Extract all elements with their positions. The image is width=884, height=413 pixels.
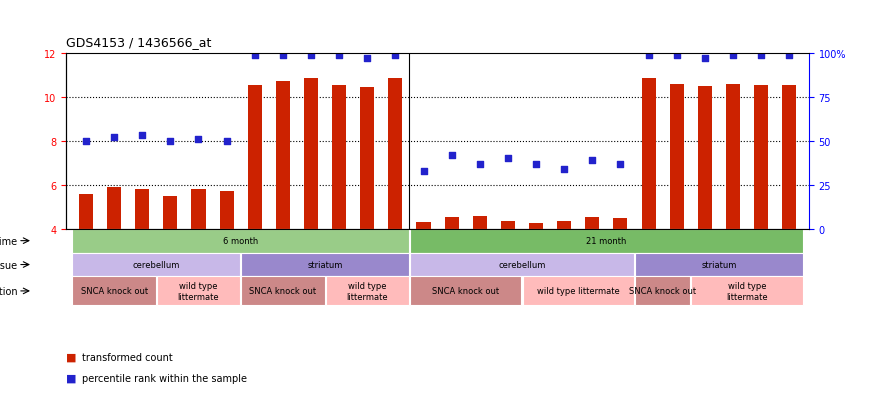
Point	[642, 52, 656, 59]
Point	[276, 52, 290, 59]
Text: wild type littermate: wild type littermate	[537, 287, 620, 296]
Point	[585, 157, 599, 164]
Text: wild type
littermate: wild type littermate	[347, 282, 388, 301]
Bar	[410, 253, 634, 277]
Bar	[410, 229, 803, 253]
Text: GDS4153 / 1436566_at: GDS4153 / 1436566_at	[66, 36, 211, 49]
Point	[332, 52, 347, 59]
Bar	[72, 229, 409, 253]
Text: SNCA knock out: SNCA knock out	[629, 287, 697, 296]
Text: 21 month: 21 month	[586, 237, 627, 246]
Text: 6 month: 6 month	[223, 237, 258, 246]
Text: percentile rank within the sample: percentile rank within the sample	[82, 373, 248, 383]
Bar	[192, 190, 205, 229]
Point	[445, 152, 459, 159]
Bar	[79, 194, 93, 229]
Text: ■: ■	[66, 373, 77, 383]
Point	[529, 161, 543, 168]
Text: striatum: striatum	[701, 260, 736, 269]
Bar	[445, 217, 459, 229]
Bar	[72, 277, 156, 306]
Text: SNCA knock out: SNCA knock out	[80, 287, 148, 296]
Bar	[332, 85, 347, 229]
Point	[473, 161, 487, 168]
Bar	[754, 85, 768, 229]
Bar	[529, 224, 543, 229]
Bar	[585, 217, 599, 229]
Text: genotype/variation: genotype/variation	[0, 286, 18, 296]
Bar	[135, 190, 149, 229]
Text: wild type
littermate: wild type littermate	[726, 282, 768, 301]
Text: transformed count: transformed count	[82, 352, 173, 362]
Bar	[219, 192, 233, 229]
Bar	[361, 88, 374, 229]
Point	[248, 52, 262, 59]
Bar	[642, 79, 656, 229]
Point	[107, 135, 121, 141]
Bar	[276, 82, 290, 229]
Text: SNCA knock out: SNCA knock out	[249, 287, 316, 296]
Bar	[473, 216, 487, 229]
Bar	[388, 79, 402, 229]
Point	[360, 56, 374, 62]
Bar	[241, 277, 324, 306]
Text: time: time	[0, 236, 18, 246]
Point	[613, 161, 628, 168]
Text: striatum: striatum	[308, 260, 343, 269]
Point	[754, 52, 768, 59]
Point	[79, 138, 93, 145]
Point	[388, 52, 402, 59]
Bar	[635, 253, 803, 277]
Bar	[501, 221, 515, 229]
Point	[192, 136, 206, 143]
Text: wild type
littermate: wild type littermate	[178, 282, 219, 301]
Bar	[635, 277, 690, 306]
Bar	[248, 85, 262, 229]
Bar	[522, 277, 634, 306]
Bar	[726, 84, 740, 229]
Point	[416, 168, 431, 175]
Point	[135, 133, 149, 140]
Point	[219, 138, 233, 145]
Bar	[304, 79, 318, 229]
Bar	[557, 221, 571, 229]
Bar	[107, 188, 121, 229]
Bar	[410, 277, 522, 306]
Text: tissue: tissue	[0, 260, 18, 270]
Bar	[72, 253, 240, 277]
Bar	[416, 223, 431, 229]
Point	[164, 138, 178, 145]
Bar	[697, 87, 712, 229]
Point	[669, 52, 683, 59]
Text: cerebellum: cerebellum	[499, 260, 545, 269]
Point	[501, 156, 515, 162]
Text: SNCA knock out: SNCA knock out	[432, 287, 499, 296]
Bar	[164, 196, 178, 229]
Point	[557, 166, 571, 173]
Bar	[613, 218, 628, 229]
Point	[726, 52, 740, 59]
Point	[782, 52, 796, 59]
Bar	[241, 253, 409, 277]
Bar	[325, 277, 409, 306]
Bar	[782, 85, 796, 229]
Point	[697, 56, 712, 62]
Text: cerebellum: cerebellum	[133, 260, 180, 269]
Bar	[156, 277, 240, 306]
Text: ■: ■	[66, 352, 77, 362]
Bar	[691, 277, 803, 306]
Point	[304, 52, 318, 59]
Bar	[670, 84, 683, 229]
